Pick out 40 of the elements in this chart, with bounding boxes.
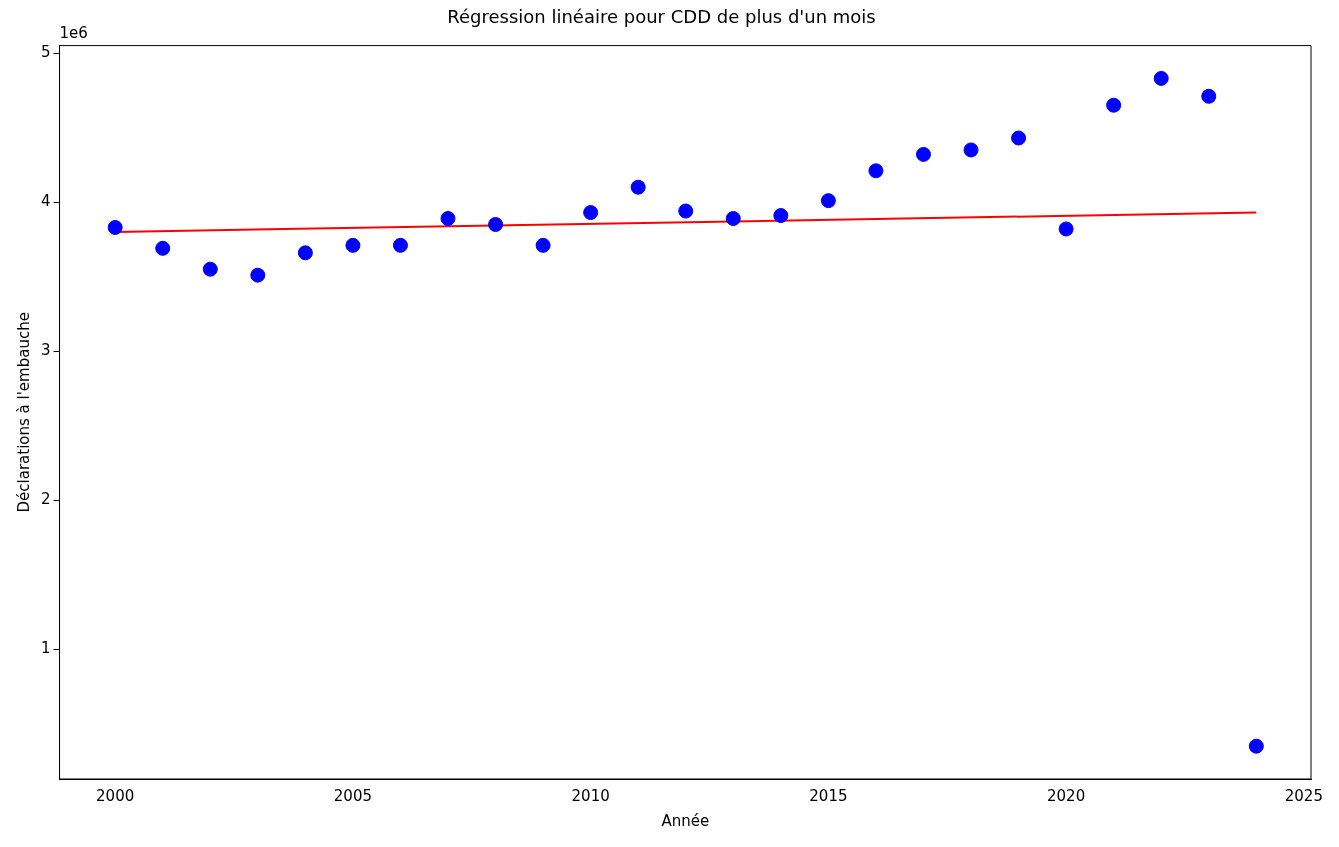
- x-axis-title: Année: [661, 811, 710, 830]
- point: [488, 216, 504, 232]
- point: [583, 205, 599, 221]
- y-tick-label: 4: [41, 192, 51, 211]
- point: [535, 237, 551, 253]
- y-tick-label: 2: [41, 490, 51, 509]
- x-tick-label: 2005: [333, 786, 373, 805]
- point: [345, 237, 361, 253]
- y-tick-label: 5: [41, 42, 51, 61]
- text: 1e6: [59, 23, 88, 42]
- x-tick-label: 2020: [1047, 786, 1086, 805]
- x-tick-label: 2000: [96, 786, 135, 805]
- point: [107, 219, 123, 235]
- point: [678, 203, 694, 219]
- point: [868, 163, 884, 179]
- point: [915, 146, 931, 162]
- point: [392, 237, 408, 253]
- point: [297, 245, 313, 261]
- point: [1058, 221, 1074, 237]
- x-tick-label: 2015: [809, 786, 848, 805]
- point: [1201, 88, 1217, 104]
- x-tick-label: 2010: [571, 786, 610, 805]
- y-tick-label: 1: [41, 639, 51, 658]
- point: [202, 261, 218, 277]
- x-tick-label: 2025: [1284, 786, 1323, 805]
- point: [1011, 130, 1027, 146]
- point: [250, 267, 266, 283]
- point: [963, 142, 979, 158]
- point: [440, 211, 456, 227]
- point: [1248, 738, 1264, 754]
- point: [820, 193, 836, 209]
- point: [1106, 97, 1122, 113]
- y-axis-title: Déclarations à l'embauche: [14, 312, 33, 513]
- point: [725, 211, 741, 227]
- y-tick-label: 3: [41, 341, 51, 360]
- point: [773, 208, 789, 224]
- point: [155, 240, 171, 256]
- point: [630, 179, 646, 195]
- chart-title: Régression linéaire pour CDD de plus d'un mois: [447, 6, 876, 28]
- point: [1153, 70, 1169, 86]
